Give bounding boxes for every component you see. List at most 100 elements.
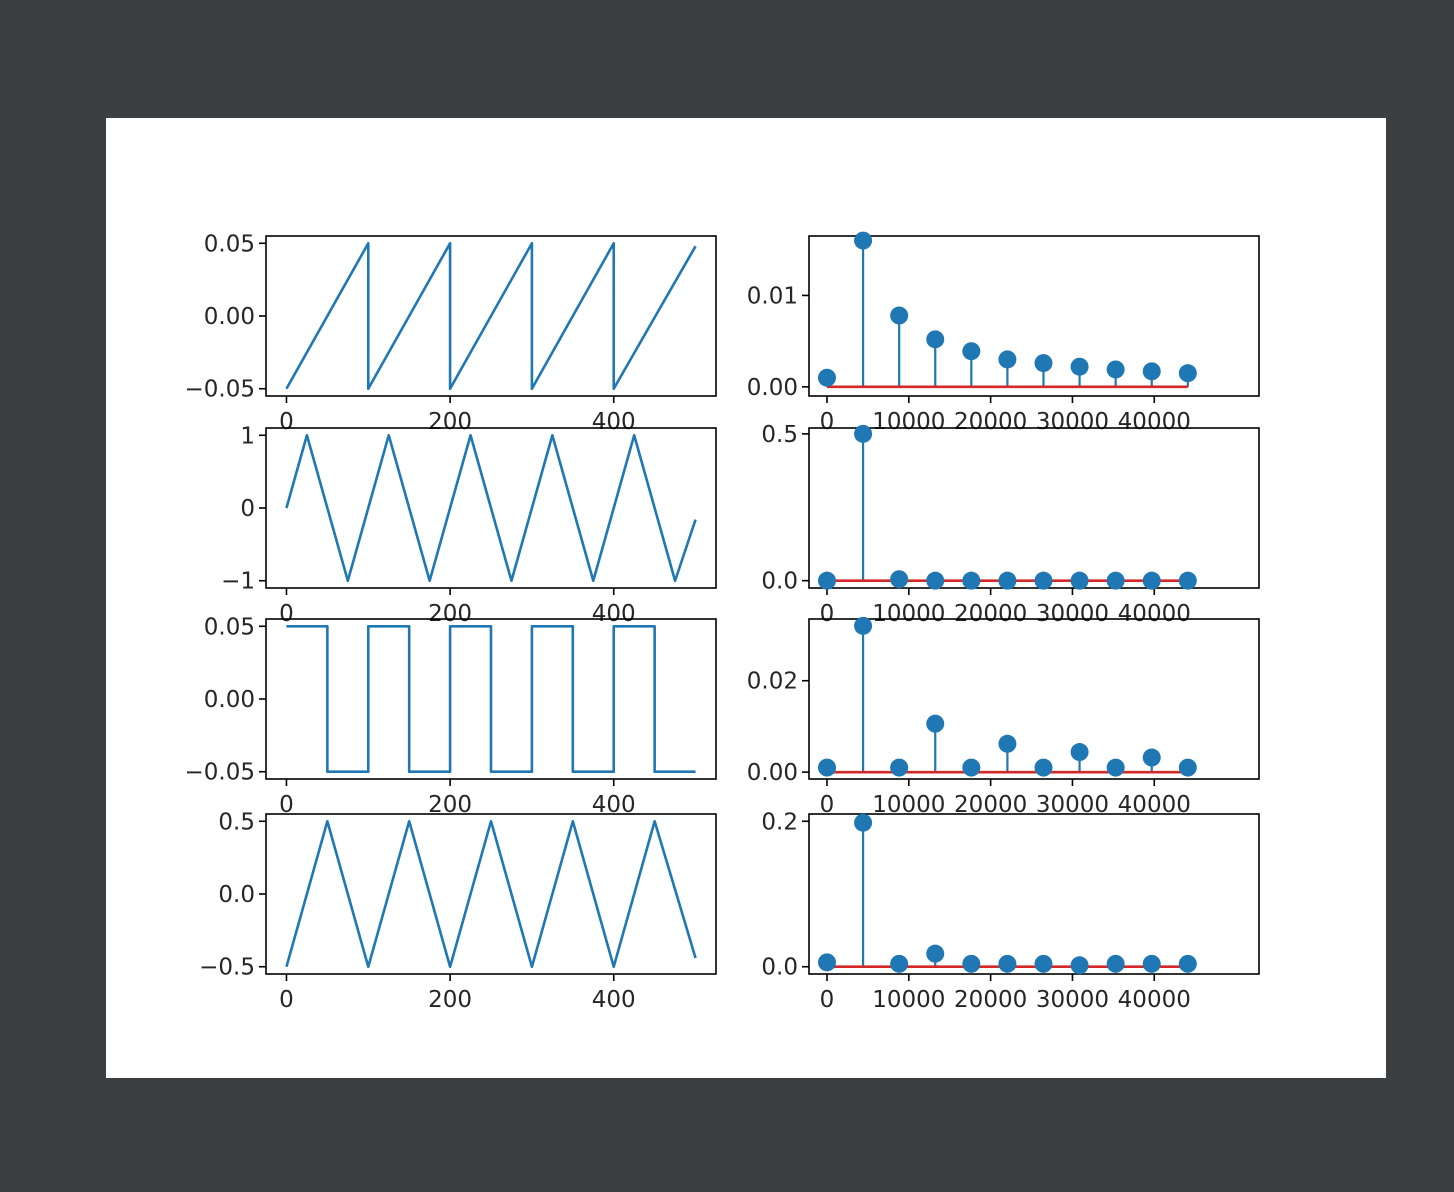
subplot-grid-chart: 0 200 400−0.050.000.050 10000 20000 30000 4000… [185, 231, 1260, 1013]
triangle-waveform-line [285, 819, 697, 969]
sawtooth-spectrum-marker [926, 330, 945, 349]
triangle-spectrum-marker [926, 944, 945, 963]
sine-spectrum-marker [854, 424, 873, 443]
triangle-waveform-data [285, 819, 697, 969]
triangle-spectrum-marker [962, 954, 981, 973]
sine-spectrum-marker [1034, 571, 1053, 590]
sine-spectrum-data [827, 433, 1188, 582]
sawtooth-spectrum-marker [998, 350, 1017, 369]
square-spectrum-marker [818, 758, 836, 777]
square-spectrum-frame [808, 618, 1260, 780]
sawtooth-spectrum-xtick-label: 30000 [1036, 409, 1109, 435]
square-spectrum-marker [1106, 758, 1125, 777]
triangle-spectrum-ytick-label: 0.2 [761, 809, 798, 835]
triangle-spectrum-marker [1178, 954, 1197, 973]
sawtooth-waveform-data [285, 241, 697, 391]
square-waveform-ytick-label: 0.00 [204, 687, 255, 713]
square-waveform-line [286, 624, 696, 774]
sine-spectrum-marker [998, 571, 1017, 590]
triangle-spectrum-frame [808, 813, 1260, 975]
triangle-waveform-ytick-label: −0.5 [199, 955, 255, 981]
triangle-waveform-frame [265, 813, 717, 975]
sawtooth-spectrum-xtick-label: 0 [820, 409, 835, 435]
triangle-waveform-ytick-label: 0.5 [218, 809, 255, 835]
triangle-waveform-xtick-label: 200 [428, 987, 472, 1013]
sine-waveform-xtick-label: 400 [592, 601, 636, 627]
sawtooth-spectrum-xtick-label: 40000 [1118, 409, 1191, 435]
triangle-spectrum-marker [854, 813, 873, 832]
sawtooth-spectrum-marker [1178, 364, 1197, 383]
triangle-spectrum-xtick-label: 20000 [954, 987, 1027, 1013]
sine-spectrum-ytick-label: 0.0 [761, 569, 798, 595]
sine-waveform-xtick-label: 200 [428, 601, 472, 627]
triangle-spectrum-data [825, 822, 1189, 969]
square-spectrum-ytick-label: 0.00 [747, 760, 798, 786]
sawtooth-spectrum-ytick-label: 0.00 [747, 375, 798, 401]
sine-waveform-ytick-label: 0 [240, 496, 255, 522]
triangle-spectrum-marker [1034, 954, 1053, 973]
sine-spectrum-xtick-label: 30000 [1036, 601, 1109, 627]
triangle-spectrum-axes: 0 10000 20000 30000 40000 0.0 0.2 [761, 809, 1260, 1013]
sine-spectrum-marker [1070, 571, 1089, 590]
sine-spectrum-frame [808, 427, 1260, 589]
sine-spectrum-marker [818, 571, 836, 590]
sawtooth-spectrum-frame [808, 235, 1260, 397]
sine-spectrum-ytick-label: 0.5 [761, 422, 798, 448]
square-spectrum-marker [854, 616, 873, 635]
sawtooth-spectrum-xtick-label: 10000 [872, 409, 945, 435]
sine-waveform-axes: 0 200 400 −1 0 1 [221, 423, 717, 627]
square-spectrum-marker [1034, 758, 1053, 777]
triangle-spectrum-marker [998, 954, 1017, 973]
sine-spectrum-marker [1178, 571, 1197, 590]
sawtooth-waveform-xtick-label: 200 [428, 409, 472, 435]
sine-spectrum-xtick-label: 40000 [1118, 601, 1191, 627]
sawtooth-waveform-frame [265, 235, 717, 397]
sine-spectrum-marker [926, 571, 945, 590]
sawtooth-spectrum-marker [1034, 354, 1053, 373]
sawtooth-spectrum-ytick-label: 0.01 [747, 283, 798, 309]
triangle-spectrum-marker [818, 953, 836, 972]
square-spectrum-xtick-label: 0 [820, 792, 835, 818]
sawtooth-spectrum-marker [854, 231, 873, 250]
sine-spectrum-xtick-label: 20000 [954, 601, 1027, 627]
triangle-spectrum-xtick-label: 0 [820, 987, 835, 1013]
triangle-waveform-xtick-label: 400 [592, 987, 636, 1013]
triangle-spectrum-xtick-label: 30000 [1036, 987, 1109, 1013]
sawtooth-spectrum-xtick-label: 20000 [954, 409, 1027, 435]
sine-waveform-ytick-label: −1 [221, 569, 255, 595]
square-spectrum-ytick-label: 0.02 [747, 669, 798, 695]
square-waveform-frame [265, 618, 717, 780]
triangle-spectrum-marker [1106, 954, 1125, 973]
triangle-spectrum-marker [890, 954, 909, 973]
sine-spectrum-marker [962, 571, 981, 590]
sine-waveform-line [285, 433, 697, 583]
square-spectrum-marker [962, 758, 981, 777]
sawtooth-waveform-xtick-label: 400 [592, 409, 636, 435]
sawtooth-waveform-ytick-label: 0.00 [204, 304, 255, 330]
triangle-spectrum-xtick-label: 10000 [872, 987, 945, 1013]
sine-spectrum-xtick-label: 0 [820, 601, 835, 627]
square-spectrum-marker [1178, 758, 1197, 777]
sawtooth-spectrum-marker [1070, 357, 1089, 376]
sine-spectrum-xtick-label: 10000 [872, 601, 945, 627]
sawtooth-waveform-xtick-label: 0 [279, 409, 294, 435]
sine-spectrum-marker [1142, 571, 1161, 590]
triangle-waveform-axes: 0 200 400 −0.5 0.0 0.5 [199, 809, 717, 1013]
square-waveform-ytick-label: −0.05 [185, 760, 255, 786]
sawtooth-spectrum-marker [1142, 362, 1161, 381]
triangle-spectrum-ytick-label: 0.0 [761, 955, 798, 981]
square-waveform-data [286, 624, 696, 774]
sine-spectrum-marker [1106, 571, 1125, 590]
sine-spectrum-axes: 0 10000 20000 30000 40000 0.0 0.5 [761, 422, 1260, 627]
square-spectrum-marker [1070, 743, 1089, 762]
sawtooth-spectrum-marker [818, 368, 836, 387]
sine-waveform-frame [265, 427, 717, 589]
triangle-waveform-xtick-label: 0 [279, 987, 294, 1013]
square-spectrum-marker [1142, 748, 1161, 767]
sine-waveform-xtick-label: 0 [279, 601, 294, 627]
sawtooth-waveform-axes: 0 200 400 −0.05 0.00 0.05 [185, 231, 717, 435]
triangle-spectrum-marker [1070, 956, 1089, 975]
sine-waveform-data [285, 433, 697, 583]
sawtooth-spectrum-marker [1106, 360, 1125, 379]
